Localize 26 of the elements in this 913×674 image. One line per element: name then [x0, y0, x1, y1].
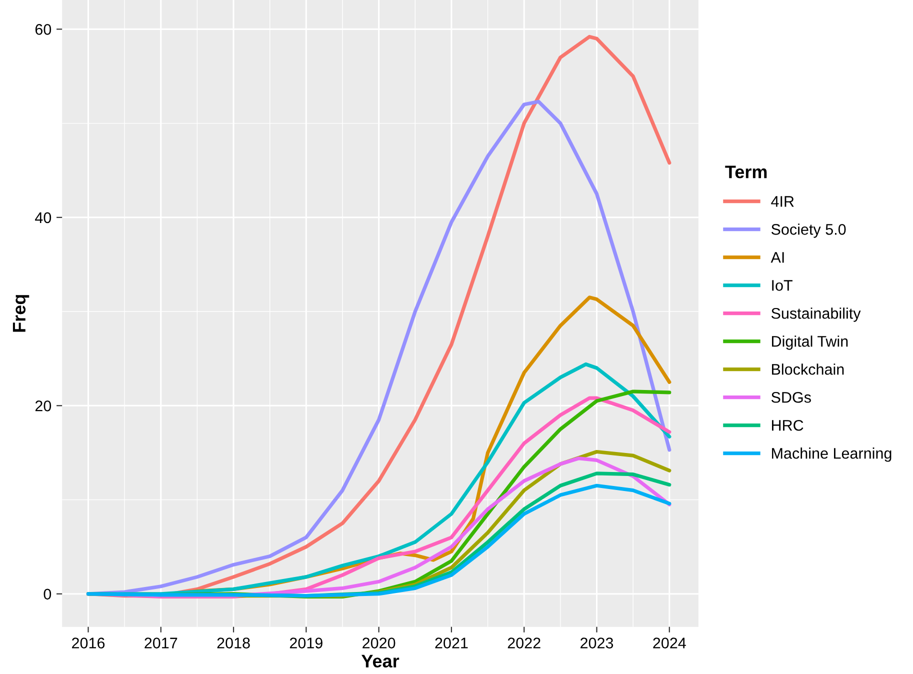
- y-tick-label: 40: [35, 212, 52, 224]
- y-axis-title: Freq: [12, 295, 30, 332]
- y-tick-label: 60: [35, 24, 52, 35]
- legend-label: Machine Learning: [772, 448, 892, 462]
- x-tick-label: 2016: [72, 638, 105, 648]
- legend-label: Society 5.0: [771, 224, 846, 238]
- x-tick-label: 2017: [144, 638, 178, 648]
- legend-label: 4IR: [771, 196, 794, 207]
- legend-label: Sustainability: [771, 308, 861, 322]
- x-tick-label: 2023: [580, 638, 614, 648]
- legend-label: Blockchain: [772, 364, 844, 375]
- x-tick-label: 2018: [217, 638, 250, 648]
- x-tick-label: 2022: [508, 638, 540, 648]
- legend-label: Digital Twin: [772, 336, 848, 350]
- x-tick-label: 2024: [653, 638, 686, 648]
- legend-title: Term: [725, 166, 767, 178]
- legend-label: HRC: [772, 420, 804, 431]
- legend-label: IoT: [772, 280, 792, 291]
- y-tick-label: 20: [35, 400, 52, 412]
- x-tick-label: 2019: [290, 638, 322, 648]
- x-tick-label: 2020: [362, 638, 396, 648]
- legend-label: SDGs: [771, 392, 811, 403]
- y-tick-label: 0: [44, 588, 52, 600]
- x-tick-label: 2021: [435, 638, 468, 648]
- x-axis-title: Year: [361, 654, 400, 668]
- legend-label: AI: [770, 252, 784, 263]
